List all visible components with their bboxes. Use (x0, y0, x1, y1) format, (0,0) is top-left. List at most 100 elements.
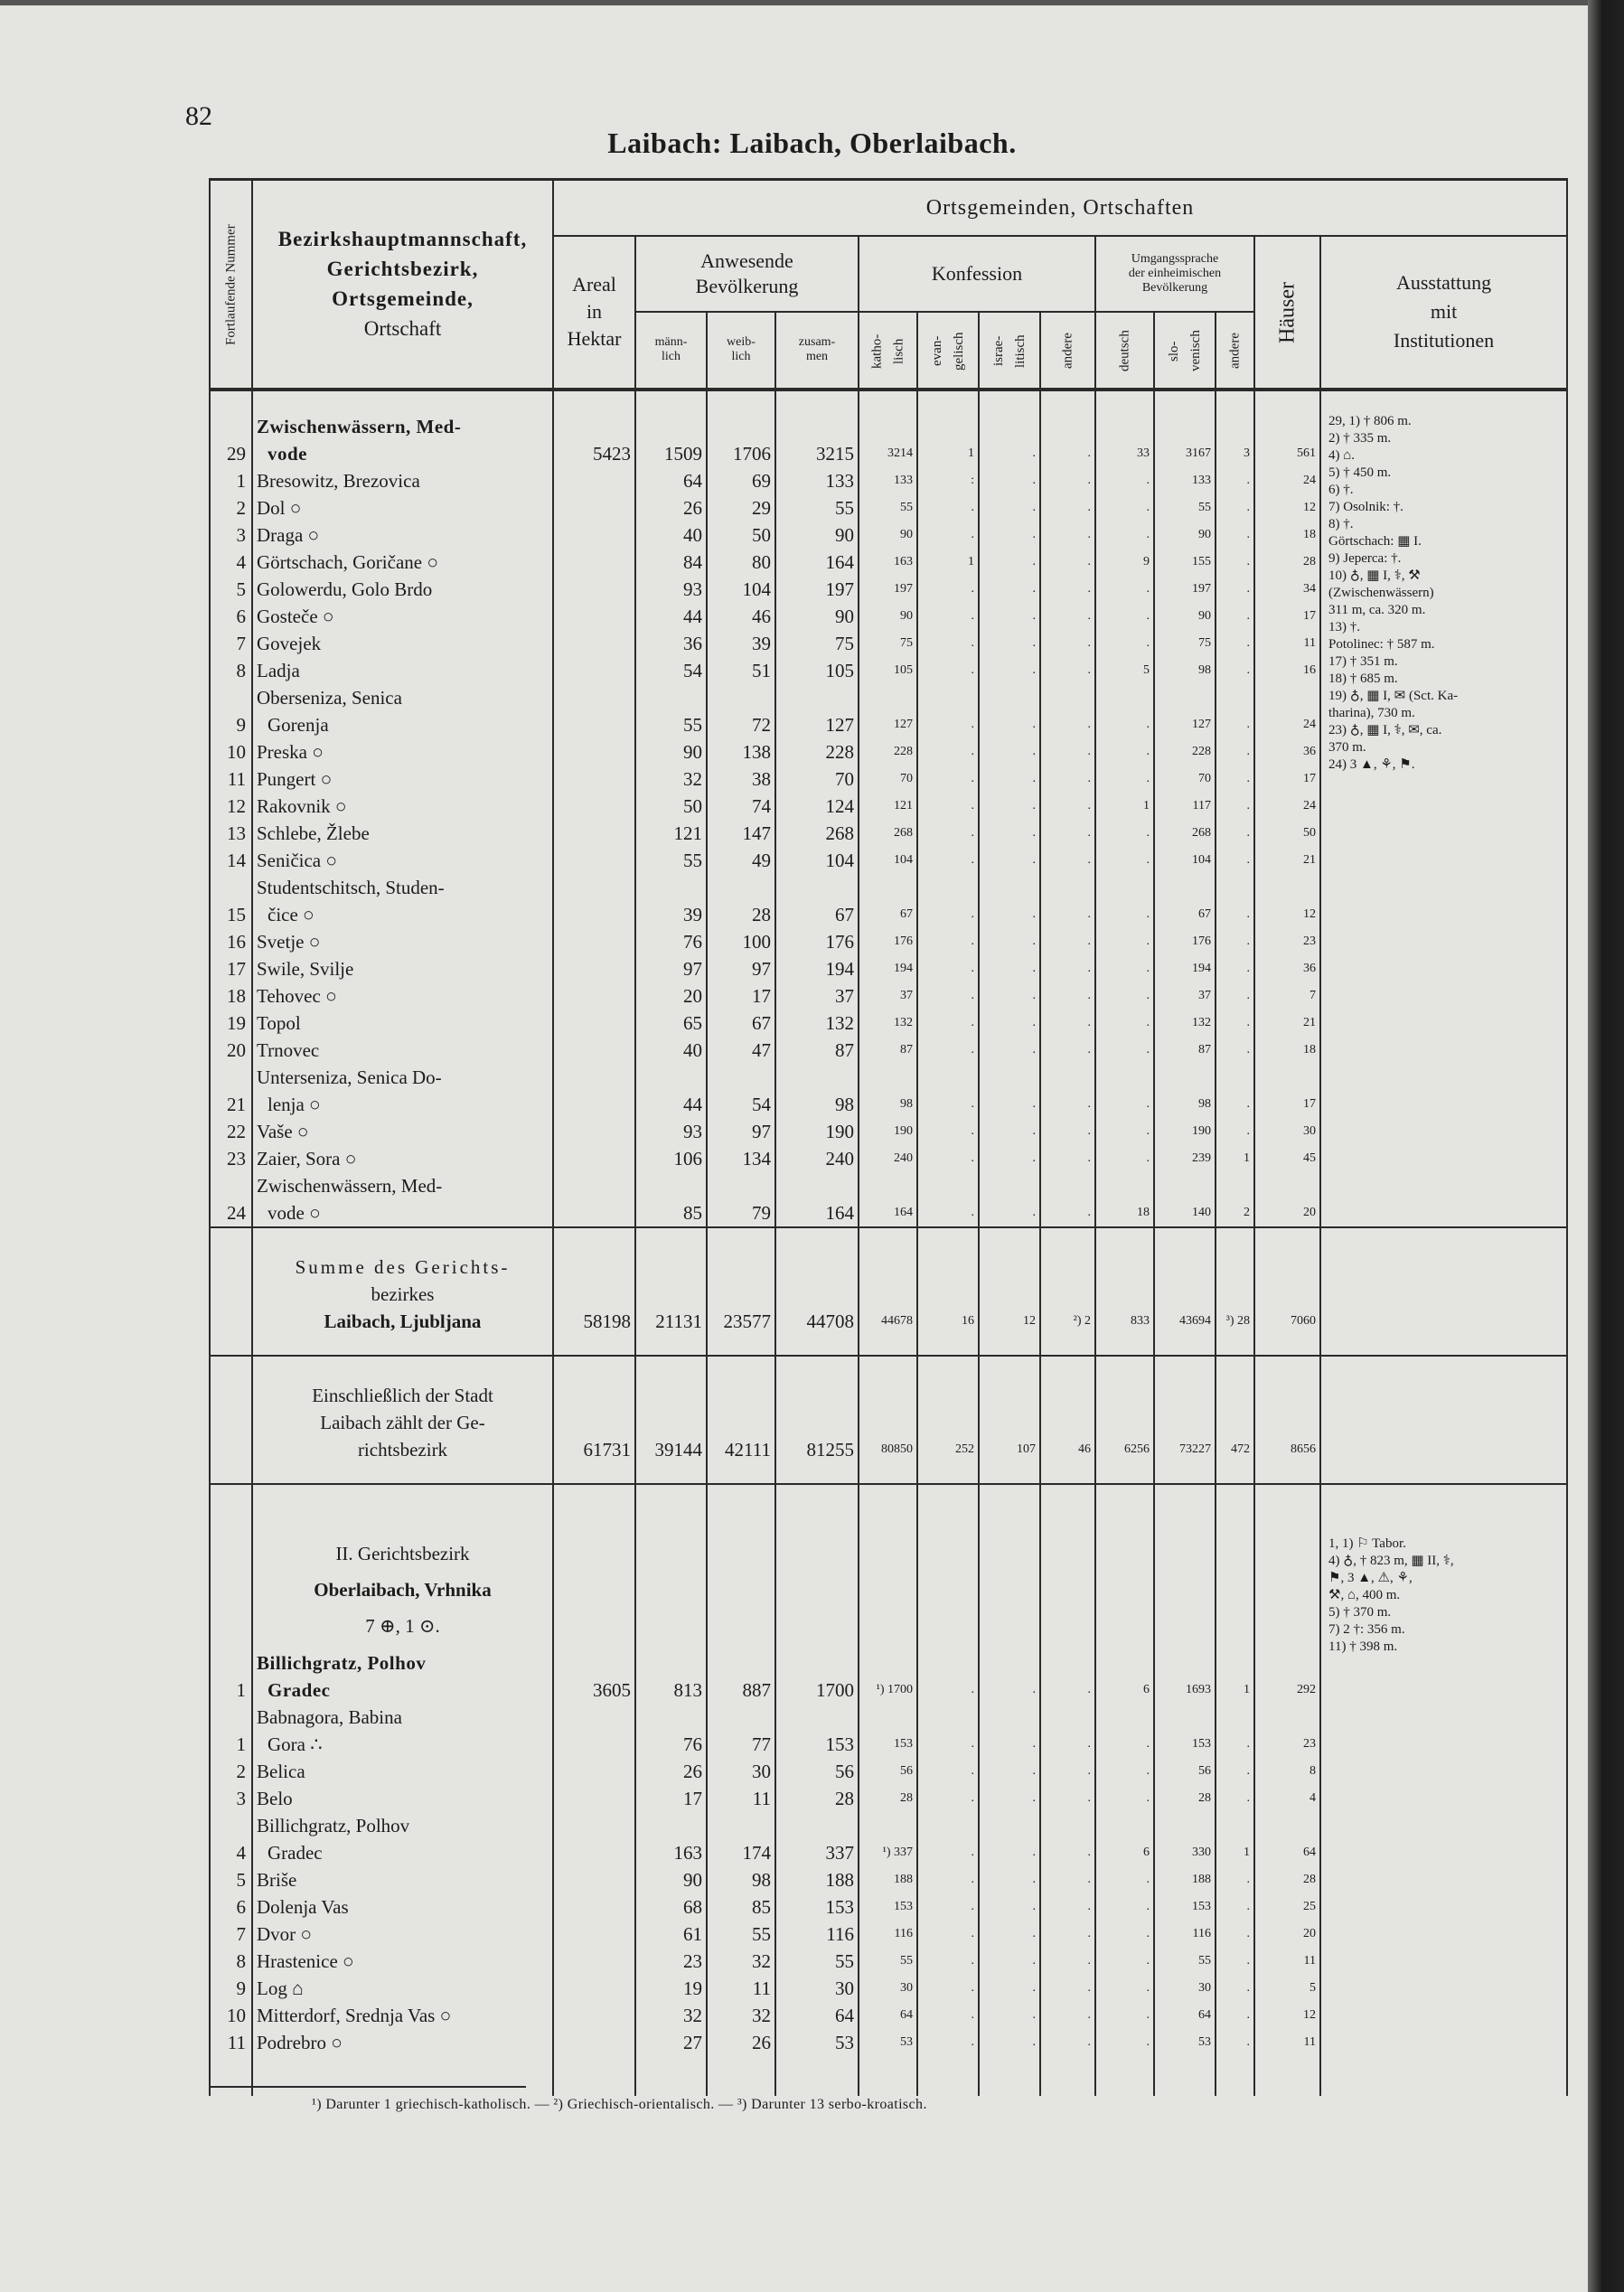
place-name: Pungert ○ (251, 765, 554, 793)
cell-value: 58198 (552, 1226, 636, 1356)
cell-value: . (916, 1893, 980, 1921)
cell-value: . (1039, 575, 1096, 603)
cell-value: . (978, 1649, 1041, 1704)
cell-value: . (916, 1171, 980, 1227)
cell-value: . (978, 1757, 1041, 1785)
name-line: Preska ○ (257, 740, 324, 763)
cell-value: 44678 (858, 1226, 918, 1356)
institutions (1319, 1355, 1569, 1484)
cell (1094, 2055, 1155, 2096)
cell-value: . (916, 2028, 980, 2056)
cell-value: 100 (706, 927, 776, 955)
cell-value: . (1039, 2001, 1096, 2029)
col-header-line: Ortschaft (363, 317, 442, 341)
place-name: Unterseniza, Senica Do-lenja ○ (251, 1063, 554, 1118)
table-row: Einschließlich der Stadt Laibach zählt de… (209, 1355, 1569, 1484)
cell-value: 98 (706, 1865, 776, 1893)
name-line: Govejek (257, 632, 322, 654)
cell (209, 2055, 253, 2096)
col-header: Bezirkshauptmannschaft, Gerichtsbezirk, Or… (251, 178, 554, 390)
cell-value: ²) 2 (1039, 1226, 1096, 1356)
cell-value: . (1039, 1063, 1096, 1118)
cell-value: 20 (634, 982, 708, 1010)
cell-value: 44 (634, 602, 708, 630)
cell-value: 64 (1153, 2001, 1216, 2029)
cell-value (552, 954, 636, 982)
col-header: Umgangssprache der einheimischen Bevölke… (1094, 235, 1255, 313)
row-number: 9 (209, 683, 253, 738)
table-row: 1 Bresowitz, Brezovica 64 69 133 133:... 133. 2… (209, 466, 1567, 494)
cell-value: . (978, 548, 1041, 576)
name-line: Svetje ○ (257, 930, 321, 953)
cell-value: 133 (858, 466, 918, 494)
cell-value: 69 (706, 466, 776, 494)
cell (706, 2055, 776, 2096)
name-line: Schlebe, Žlebe (257, 822, 370, 844)
cell-value: . (916, 1063, 980, 1118)
cell-value: 132 (858, 1009, 918, 1037)
cell-value: . (1215, 927, 1255, 955)
cell-value: 38 (706, 765, 776, 793)
cell-value: 33 (1094, 389, 1155, 467)
name-line: Ladja (257, 659, 300, 681)
cell-value: 176 (774, 927, 859, 955)
table-row: 13 Schlebe, Žlebe 121 147 268 268.... 268. 50 (209, 819, 1567, 847)
cell-value: . (1039, 737, 1096, 766)
cell-value (552, 765, 636, 793)
cell-value: 116 (1153, 1920, 1216, 1948)
cell-value (552, 629, 636, 657)
cell-value: . (978, 466, 1041, 494)
cell-value: 28 (774, 1784, 859, 1812)
cell-value: 188 (858, 1865, 918, 1893)
cell-value: . (1039, 1974, 1096, 2002)
cell-value: 21 (1253, 846, 1321, 874)
cell-value: 107 (978, 1355, 1041, 1484)
place-name: Billichgratz, Polhov Gradec (251, 1649, 554, 1704)
cell-value: . (978, 982, 1041, 1010)
place-name: Govejek (251, 629, 554, 657)
cell-value (552, 548, 636, 576)
cell-value: . (978, 1947, 1041, 1975)
place-name: Trnovec (251, 1036, 554, 1064)
cell-value: 50 (1253, 819, 1321, 847)
cell-value: 3605 (552, 1649, 636, 1704)
col-header: deutsch (1095, 311, 1154, 390)
cell-value: 87 (1153, 1036, 1216, 1064)
name-line: Einschließlich der Stadt (312, 1384, 493, 1406)
cell-value: 24 (1253, 466, 1321, 494)
row-number: 1 (209, 466, 253, 494)
table-row: 1 Babnagora, Babina Gora ∴ 76 77 153 153.... 15… (209, 1703, 1567, 1758)
cell-value: . (1215, 575, 1255, 603)
cell-value: 75 (1153, 629, 1216, 657)
cell-value: . (1039, 1757, 1096, 1785)
cell-value: . (1094, 1893, 1155, 1921)
row-number: 2 (209, 493, 253, 521)
cell-value: 40 (634, 1036, 708, 1064)
table-row: 3 Belo 17 11 28 28.... 28. 4 (209, 1784, 1567, 1812)
cell-value: 90 (1153, 521, 1216, 549)
cell-value: 30 (706, 1757, 776, 1785)
place-name: Topol (251, 1009, 554, 1037)
group-header: Ortsgemeinden, Ortschaften (551, 178, 1569, 237)
cell-value (552, 521, 636, 549)
cell-value: . (1094, 927, 1155, 955)
cell-value (552, 1811, 636, 1866)
cell-value: 53 (774, 2028, 859, 2056)
cell-value (552, 1171, 636, 1227)
cell-value: . (978, 737, 1041, 766)
cell-value: 17 (1253, 765, 1321, 793)
row-number (209, 1226, 253, 1356)
cell-value: 17 (1253, 1063, 1321, 1118)
name-line: Gradec (268, 1841, 323, 1864)
cell-value: . (1039, 927, 1096, 955)
cell-value: 55 (1153, 493, 1216, 521)
table-row: 3 Draga ○ 40 50 90 90.... 90. 18 (209, 521, 1567, 549)
cell-value: . (978, 656, 1041, 684)
cell-value: 16 (916, 1226, 980, 1356)
cell-value: . (1094, 575, 1155, 603)
cell-value: 5423 (552, 389, 636, 467)
cell-value: 153 (1153, 1893, 1216, 1921)
cell-value: . (1215, 548, 1255, 576)
cell-value: . (1094, 2001, 1155, 2029)
col-header-line: Gerichtsbezirk, (326, 258, 479, 281)
